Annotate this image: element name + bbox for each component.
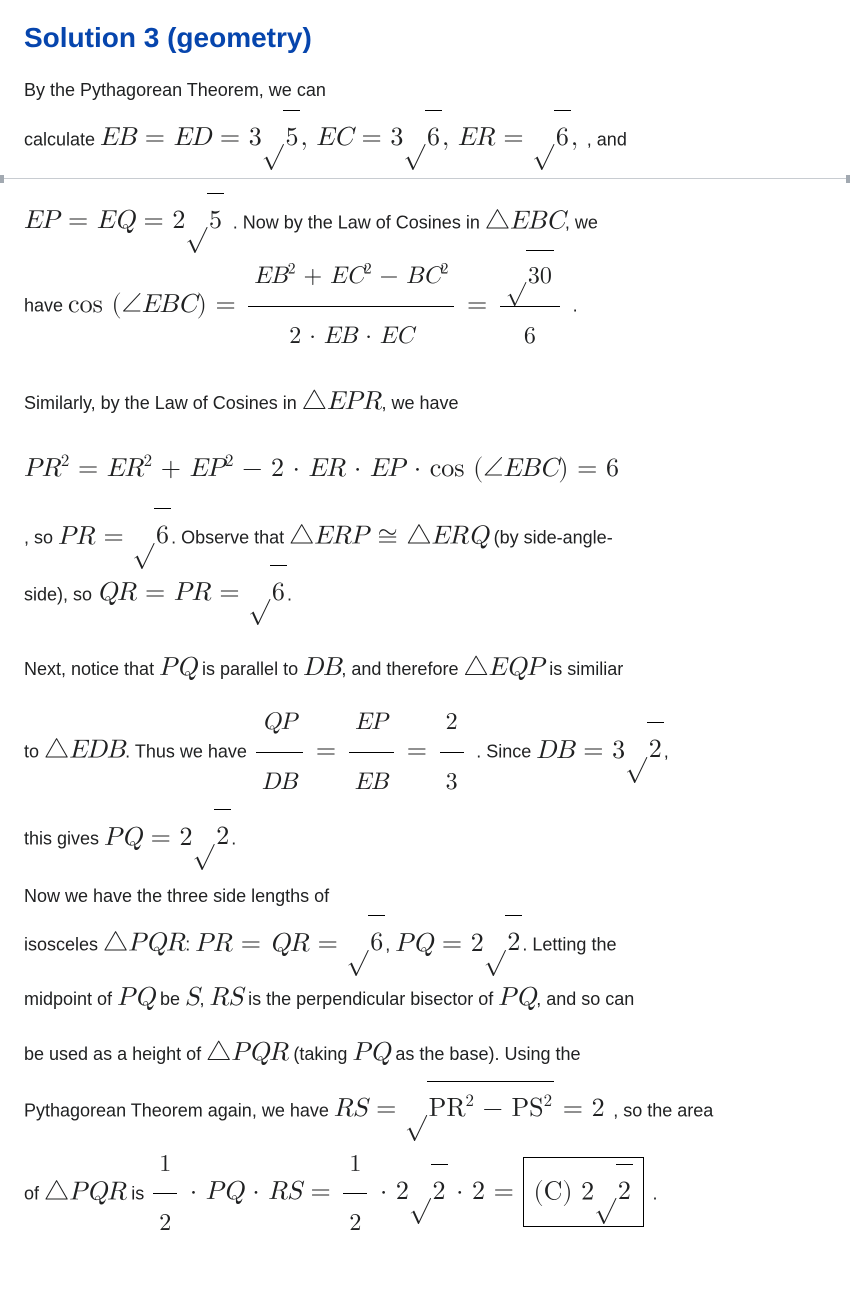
text: be bbox=[160, 989, 185, 1009]
text: as the base). Using the bbox=[395, 1044, 580, 1064]
text: , so the area bbox=[613, 1100, 713, 1120]
text: (by side-angle- bbox=[494, 528, 613, 548]
text: . Now by the Law of Cosines in bbox=[233, 212, 485, 232]
math-expr: cos (∠EBC) = EB2 + EC2 − BC2 2 · EB · EC… bbox=[68, 292, 573, 318]
paragraph-4: PR2 = ER2 + EP2 − 2 · ER · EP · cos (∠EB… bbox=[24, 442, 826, 497]
math-expr: QPDB = EPEB = 23 bbox=[252, 738, 476, 764]
math-expr: PR2 = ER2 + EP2 − 2 · ER · EP · cos (∠EB… bbox=[24, 456, 619, 482]
math-expr: DB = 32 bbox=[536, 738, 663, 764]
math-expr: EB = ED = 35, EC = 36, ER = 6, bbox=[100, 125, 587, 151]
text: Next, notice that bbox=[24, 659, 159, 679]
math-expr: △EDB bbox=[44, 738, 125, 764]
math-expr: PQ = 22 bbox=[395, 931, 522, 957]
math-expr: PR = 6 bbox=[58, 524, 171, 550]
text: this gives bbox=[24, 829, 104, 849]
text: . Since bbox=[476, 742, 536, 762]
text: Similarly, by the Law of Cosines in bbox=[24, 393, 302, 413]
text: , and bbox=[587, 129, 627, 149]
math-expr: QR = PR = 6 bbox=[97, 580, 287, 606]
text: , bbox=[664, 742, 669, 762]
text: , we bbox=[565, 212, 598, 232]
math-expr: △PQR bbox=[44, 1179, 126, 1205]
math-expr: △EBC bbox=[485, 208, 565, 234]
text: be used as a height of bbox=[24, 1044, 206, 1064]
paragraph-2: EP = EQ = 25 . Now by the Law of Cosines… bbox=[24, 193, 826, 363]
paragraph-5: , so PR = 6. Observe that △ERP ≅ △ERQ (b… bbox=[24, 508, 826, 620]
text: . bbox=[653, 1183, 658, 1203]
text: , bbox=[385, 935, 395, 955]
math-expr: PR = QR = 6 bbox=[195, 931, 385, 957]
math-expr: RS = PR2 − PS2 = 2 bbox=[334, 1096, 613, 1122]
text: . bbox=[231, 829, 236, 849]
math-expr: EP = EQ = 25 bbox=[24, 208, 233, 234]
solution-section: Solution 3 (geometry) By the Pythagorean… bbox=[0, 0, 850, 1303]
text: have bbox=[24, 296, 68, 316]
math-expr: RS bbox=[210, 985, 244, 1011]
math-expr: DB bbox=[303, 655, 341, 681]
math-expr: △PQR bbox=[103, 931, 185, 957]
text: , so bbox=[24, 528, 58, 548]
math-expr: PQ bbox=[159, 655, 197, 681]
math-expr: △EPR bbox=[302, 389, 382, 415]
math-expr: △EQP bbox=[463, 655, 544, 681]
text: to bbox=[24, 742, 44, 762]
section-heading: Solution 3 (geometry) bbox=[24, 22, 826, 54]
text: . Thus we have bbox=[125, 742, 252, 762]
math-expr: △ERP ≅ △ERQ bbox=[289, 524, 488, 550]
math-expr: S bbox=[185, 985, 199, 1011]
text: isosceles bbox=[24, 935, 103, 955]
text: is similiar bbox=[549, 659, 623, 679]
text: , and so can bbox=[536, 989, 634, 1009]
paragraph-1: By the Pythagorean Theorem, we can calcu… bbox=[24, 72, 826, 166]
math-expr: PQ bbox=[498, 985, 536, 1011]
text: . Letting the bbox=[522, 935, 616, 955]
paragraph-7: Now we have the three side lengths of is… bbox=[24, 878, 826, 1251]
math-expr: PQ bbox=[352, 1040, 390, 1066]
text: is the perpendicular bisector of bbox=[248, 989, 498, 1009]
text: (taking bbox=[293, 1044, 352, 1064]
text: , bbox=[200, 989, 210, 1009]
text: side), so bbox=[24, 584, 97, 604]
math-expr: PQ bbox=[117, 985, 155, 1011]
math-expr: △PQR bbox=[206, 1040, 288, 1066]
paragraph-6: Next, notice that PQ is parallel to DB, … bbox=[24, 641, 826, 866]
math-expr: PQ = 22 bbox=[104, 825, 231, 851]
section-divider bbox=[0, 178, 850, 179]
text: is bbox=[131, 1183, 149, 1203]
text: By the Pythagorean Theorem, we can bbox=[24, 80, 326, 100]
text: . Observe that bbox=[171, 528, 289, 548]
text: is parallel to bbox=[202, 659, 303, 679]
math-expr: 12 · PQ · RS = 12 · 22 · 2 = (C) 22 bbox=[149, 1179, 652, 1205]
text: of bbox=[24, 1183, 44, 1203]
paragraph-3: Similarly, by the Law of Cosines in △EPR… bbox=[24, 375, 826, 430]
text: . bbox=[573, 296, 578, 316]
text: calculate bbox=[24, 129, 100, 149]
text: Now we have the three side lengths of bbox=[24, 886, 329, 906]
text: midpoint of bbox=[24, 989, 117, 1009]
text: . bbox=[287, 584, 292, 604]
text: : bbox=[185, 935, 195, 955]
text: , and therefore bbox=[341, 659, 463, 679]
text: , we have bbox=[382, 393, 459, 413]
text: Pythagorean Theorem again, we have bbox=[24, 1100, 334, 1120]
